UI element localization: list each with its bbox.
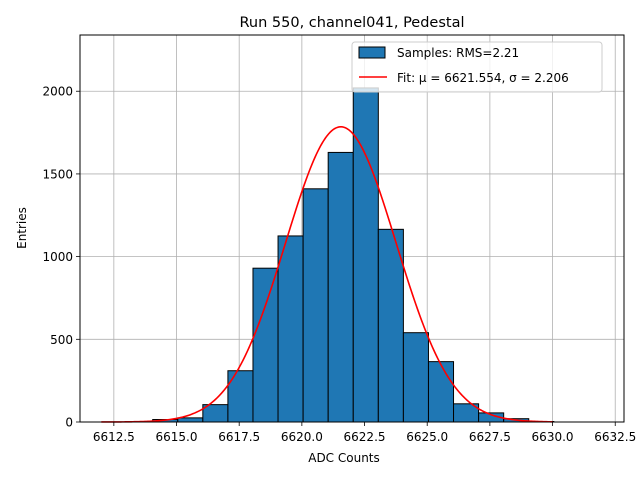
y-tick-label-4: 2000 — [42, 85, 73, 99]
chart-title: Run 550, channel041, Pedestal — [239, 15, 464, 31]
x-tick-label-6: 6627.5 — [469, 430, 511, 444]
x-tick-label-8: 6632.5 — [594, 430, 636, 444]
histogram-bar-12 — [403, 333, 428, 422]
x-tick-label-2: 6617.5 — [218, 430, 260, 444]
legend-swatch-samples — [359, 47, 385, 58]
histogram-bar-6 — [253, 268, 278, 422]
y-tick-label-3: 1500 — [42, 167, 73, 181]
x-tick-label-0: 6612.5 — [93, 430, 135, 444]
x-tick-label-7: 6630.0 — [532, 430, 574, 444]
legend-label-fit: Fit: μ = 6621.554, σ = 2.206 — [397, 71, 569, 85]
histogram-bar-13 — [428, 362, 453, 422]
legend: Samples: RMS=2.21 Fit: μ = 6621.554, σ =… — [352, 42, 602, 92]
histogram-bar-11 — [378, 229, 403, 422]
legend-label-samples: Samples: RMS=2.21 — [397, 46, 519, 60]
y-axis-label: Entries — [15, 207, 29, 249]
x-axis-label: ADC Counts — [308, 451, 380, 465]
histogram-bar-8 — [303, 189, 328, 422]
y-tick-label-2: 1000 — [42, 250, 73, 264]
x-tick-label-1: 6615.0 — [156, 430, 198, 444]
x-tick-label-3: 6620.0 — [281, 430, 323, 444]
y-tick-label-1: 500 — [50, 333, 73, 347]
histogram-bar-5 — [228, 371, 253, 422]
y-tick-label-0: 0 — [65, 416, 73, 430]
histogram-bar-7 — [278, 236, 303, 422]
x-tick-label-5: 6625.0 — [406, 430, 448, 444]
x-tick-label-4: 6622.5 — [344, 430, 386, 444]
histogram-bar-3 — [178, 418, 203, 422]
histogram-bar-9 — [328, 152, 353, 422]
